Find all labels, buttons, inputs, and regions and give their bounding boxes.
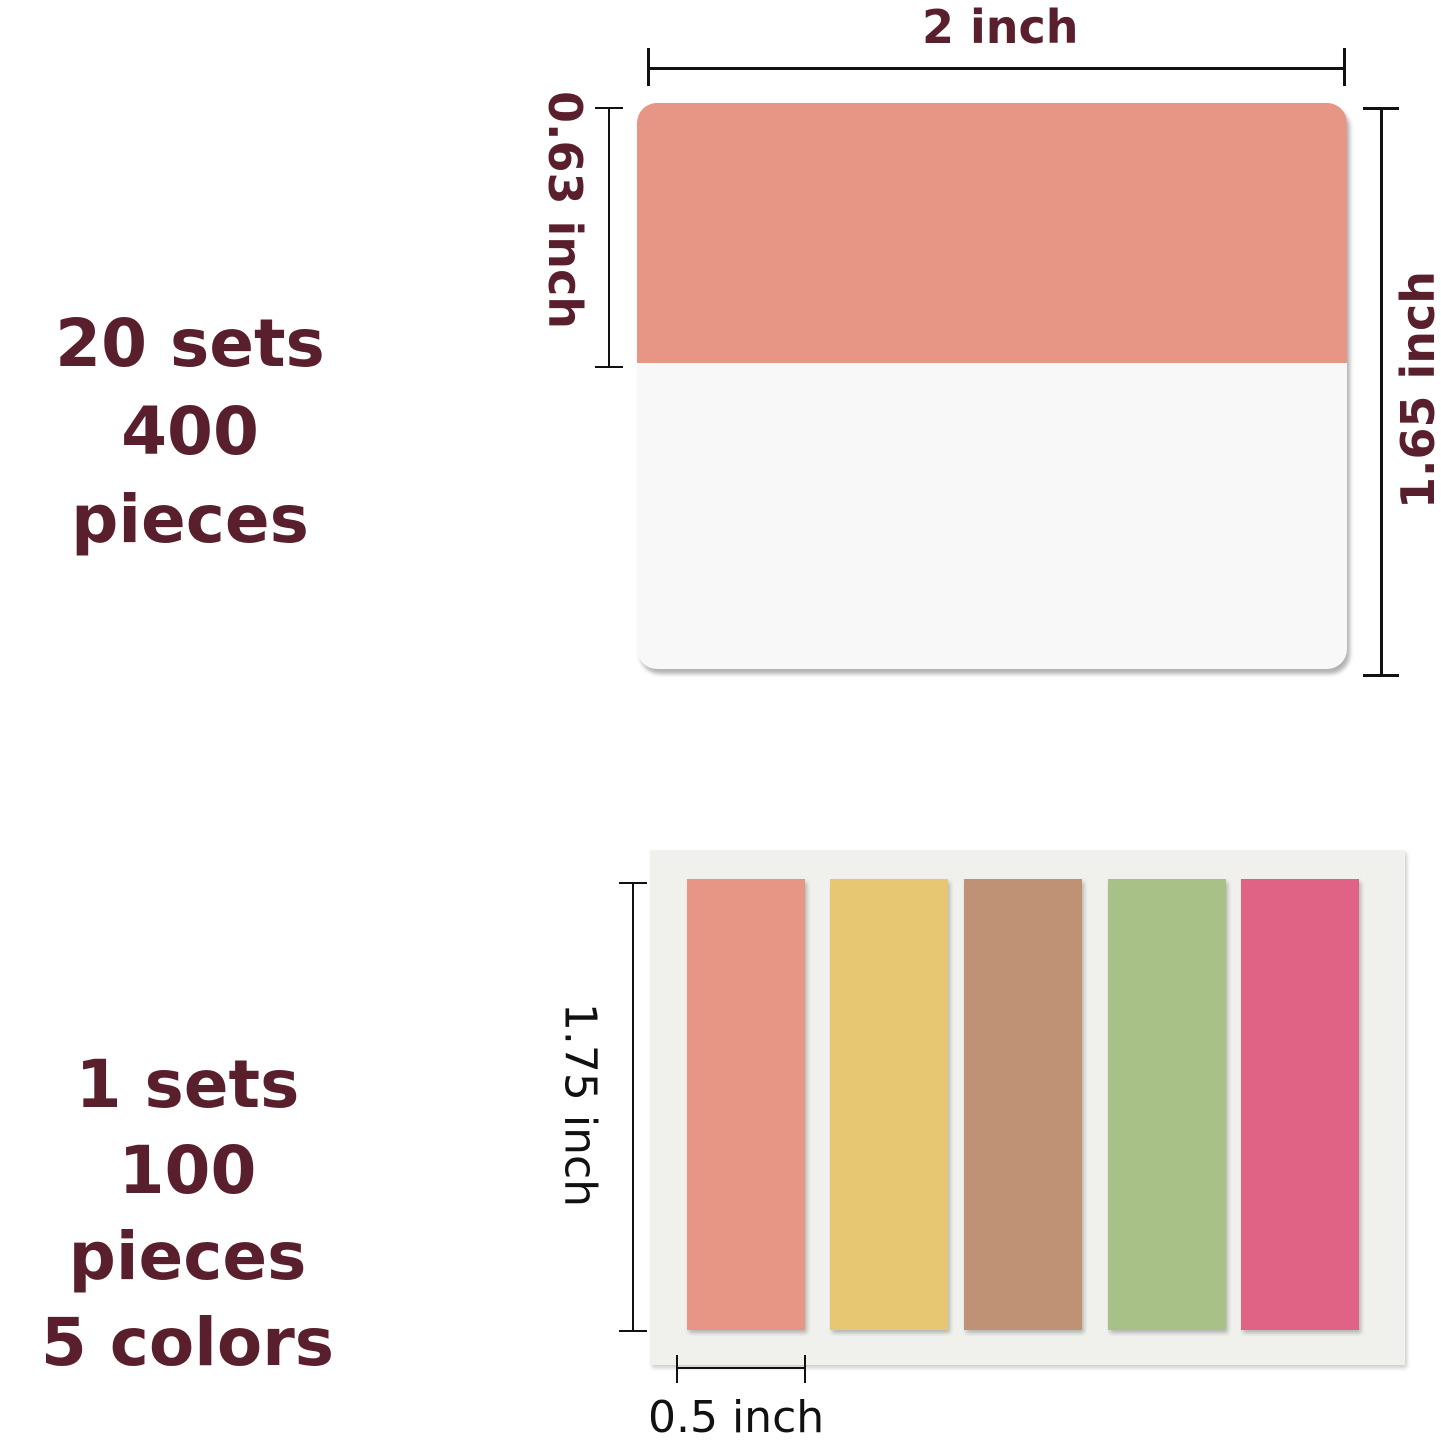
dimension-tick [619, 882, 647, 884]
bottom-quantity: 1 sets 100 pieces 5 colors [0, 1042, 375, 1386]
band-dimension-line [608, 107, 610, 367]
sets-text: 20 sets [55, 305, 325, 382]
flag-4 [1108, 879, 1226, 1330]
sets-text: 1 sets [75, 1046, 300, 1123]
flag-height-dimension-line [632, 882, 634, 1332]
dimension-tick [595, 107, 623, 109]
flag-width-dimension-line [677, 1367, 805, 1369]
dimension-tick [647, 48, 650, 86]
dimension-tick [676, 1355, 678, 1383]
width-dimension-line [648, 67, 1345, 70]
pieces-text: 100 pieces [68, 1132, 307, 1295]
band-label: 0.63 inch [538, 90, 592, 330]
height-dimension-line [1380, 107, 1383, 677]
dimension-tick [1343, 48, 1346, 86]
pieces-text: 400 pieces [71, 393, 309, 558]
flag-1 [687, 879, 805, 1330]
dimension-tick [804, 1355, 806, 1383]
flag-width-label: 0.5 inch [648, 1392, 825, 1443]
height-label: 1.65 inch [1391, 270, 1441, 510]
dimension-tick [1363, 107, 1399, 110]
dimension-tick [619, 1330, 647, 1332]
width-label: 2 inch [922, 0, 1079, 54]
colors-text: 5 colors [40, 1304, 335, 1381]
flag-3 [964, 879, 1082, 1330]
flag-2 [830, 879, 948, 1330]
top-quantity: 20 sets 400 pieces [0, 300, 380, 564]
flag-5 [1241, 879, 1359, 1330]
index-tab [637, 103, 1347, 669]
dimension-tick [595, 366, 623, 368]
color-band [637, 103, 1347, 363]
flag-height-label: 1.75 inch [554, 1002, 606, 1208]
dimension-tick [1363, 674, 1399, 677]
